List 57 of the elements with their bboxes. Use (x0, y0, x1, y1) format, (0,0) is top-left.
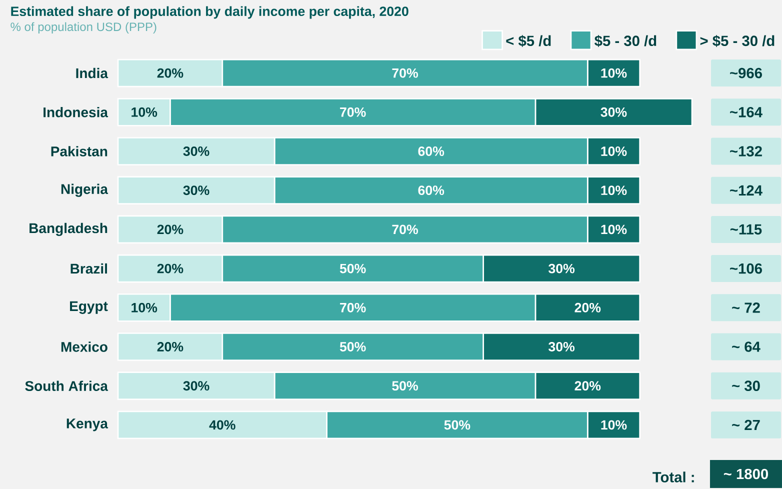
data-label: 30% (183, 186, 210, 196)
data-label: 10% (601, 420, 627, 430)
data-label: 20% (157, 264, 184, 274)
data-label: 50% (340, 342, 366, 352)
data-label: 30% (548, 264, 575, 274)
y-tick-label: Mexico (61, 342, 108, 352)
legend-label: < $5 /d (506, 35, 551, 47)
text: ~164 (730, 106, 762, 118)
data-label: 30% (183, 381, 210, 391)
chart-title: Estimated share of population by daily income per capita, 2020 (11, 6, 408, 19)
y-tick-label: Pakistan (51, 146, 108, 156)
data-label: 10% (132, 107, 158, 117)
data-label: 20% (157, 224, 184, 234)
data-label: 20% (157, 68, 184, 78)
data-label: 30% (600, 107, 627, 117)
text: ~ 30 (732, 380, 760, 392)
data-label: 60% (418, 186, 444, 196)
text: ~132 (730, 146, 762, 156)
y-tick-label: Egypt (70, 301, 108, 314)
text: ~ 72 (732, 302, 760, 313)
data-label: 20% (574, 381, 601, 391)
text: Total : (652, 472, 694, 482)
text: ~966 (730, 68, 762, 78)
y-tick-label: Indonesia (44, 107, 108, 118)
data-label: 70% (392, 68, 418, 78)
data-label: 60% (418, 146, 444, 156)
data-label: 40% (209, 420, 236, 430)
data-label: 10% (601, 186, 627, 196)
text: ~106 (730, 263, 762, 274)
data-label: 70% (392, 224, 418, 234)
text: ~ 64 (732, 342, 760, 352)
y-tick-label: Nigeria (61, 184, 108, 197)
chart-subtitle: % of population USD (PPP) (10, 22, 156, 34)
text: ~115 (730, 224, 762, 235)
data-label: 50% (340, 264, 366, 274)
y-tick-label: India (76, 68, 108, 78)
text: ~124 (730, 185, 762, 196)
data-label: 30% (548, 342, 575, 352)
data-label: 30% (183, 146, 210, 156)
data-label: 20% (574, 302, 601, 312)
data-label: 70% (340, 302, 366, 312)
y-tick-label: Kenya (66, 418, 108, 432)
data-label: 50% (392, 381, 418, 391)
data-label: 10% (601, 224, 627, 234)
legend-label: $5 - 30 /d (594, 35, 656, 47)
legend-label: > $5 - 30 /d (700, 35, 774, 47)
y-tick-label: Bangladesh (30, 222, 108, 236)
data-label: 70% (340, 107, 366, 117)
data-label: 50% (444, 420, 470, 430)
data-label: 10% (132, 302, 158, 312)
data-label: 10% (601, 68, 627, 78)
data-label: 20% (157, 342, 184, 352)
y-tick-label: Brazil (70, 263, 107, 274)
data-label: 10% (601, 146, 627, 156)
text: ~ 27 (732, 420, 760, 430)
y-tick-label: South Africa (25, 380, 108, 391)
text: ~ 1800 (724, 468, 768, 480)
